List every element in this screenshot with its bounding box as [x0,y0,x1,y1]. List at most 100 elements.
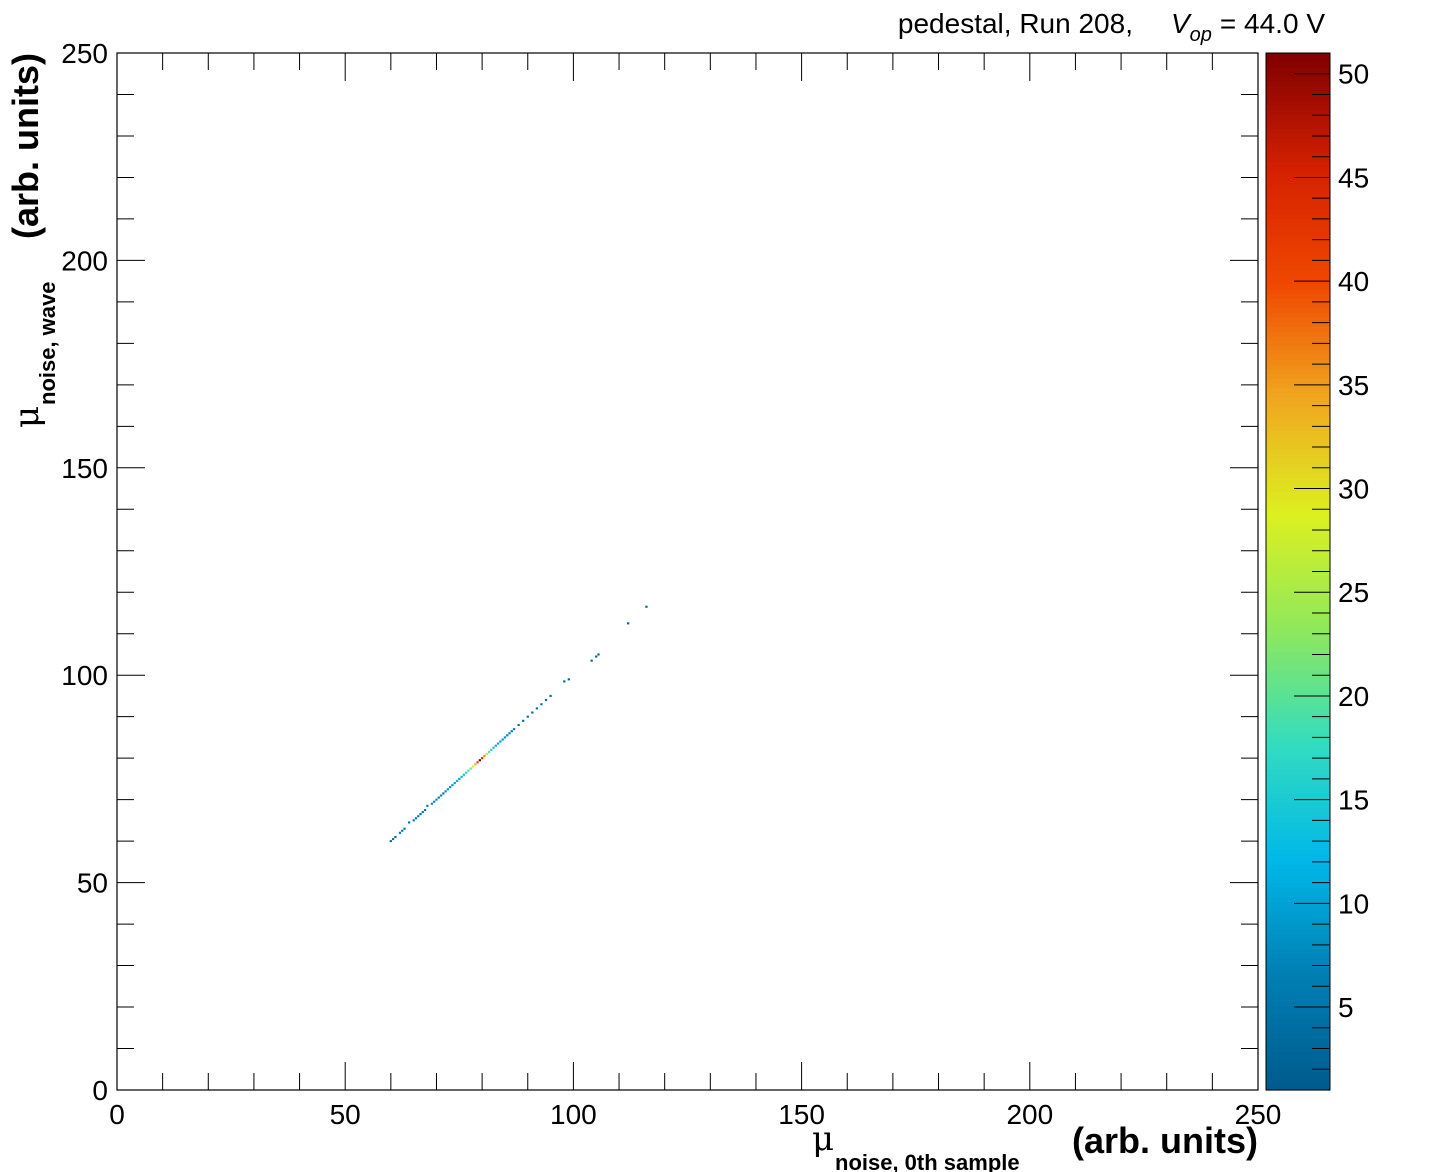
heatmap-bin [407,821,411,824]
colorbar-band [1266,76,1330,82]
colorbar-band [1266,137,1330,144]
colorbar-band [1266,915,1330,921]
colorbar-band [1266,208,1330,214]
colorbar-band [1266,566,1330,573]
heatmap-bin [419,813,422,816]
heatmap-bin [526,715,529,718]
heatmap-bin [485,752,488,756]
heatmap-bin [474,763,477,766]
colorbar-band [1266,769,1330,775]
colorbar-band [1266,326,1330,332]
y-axis-label: μ noise, wave (arb. units) [5,53,60,428]
heatmap-bin [496,742,500,745]
colorbar-band [1266,274,1330,280]
colorbar-band [1266,991,1330,997]
heatmap-bin [412,819,415,822]
colorbar-band [1266,100,1330,106]
colorbar-band [1266,585,1330,591]
colorbar-band [1266,359,1330,365]
y-tick-label: 0 [92,1075,108,1106]
colorbar-band [1266,156,1330,163]
colorbar-band [1266,373,1330,379]
colorbar-band [1266,420,1330,426]
colorbar-band [1266,349,1330,356]
colorbar-band [1266,929,1330,936]
colorbar-band [1266,844,1330,851]
colorbar-band [1266,194,1330,200]
colorbar-band [1266,901,1330,907]
colorbar-band [1266,811,1330,818]
colorbar-band [1266,392,1330,398]
colorbar-band [1266,590,1330,596]
chart-title: pedestal, Run 208, Vop = 44.0 V [898,8,1325,46]
colorbar-band [1266,387,1330,393]
colorbar-band [1266,180,1330,186]
colorbar-band [1266,293,1330,299]
colorbar-band [1266,632,1330,639]
colorbar-band [1266,802,1330,808]
colorbar-band [1266,538,1330,544]
colorbar-band [1266,628,1330,634]
colorbar-band [1266,788,1330,794]
colorbar-band [1266,877,1330,884]
colorbar-band [1266,114,1330,120]
heatmap-bin [627,622,630,625]
colorbar-band [1266,1075,1330,1082]
colorbar-band [1266,863,1330,870]
colorbar-band [1266,547,1330,554]
heatmap-bin [444,790,447,793]
colorbar-band [1266,439,1330,445]
colorbar-band [1266,646,1330,653]
colorbar-band [1266,307,1330,313]
colorbar-band [1266,133,1330,139]
heatmap-bin [544,699,548,702]
colorbar-band [1266,415,1330,422]
heatmap-bin [597,653,600,656]
heatmap-bin [645,605,648,608]
colorbar-band [1266,444,1330,450]
colorbar-band [1266,934,1330,940]
colorbar-band [1266,170,1330,177]
colorbar-band [1266,166,1330,172]
colorbar-band [1266,118,1330,125]
colorbar-band [1266,599,1330,606]
colorbar-band [1266,302,1330,309]
colorbar-band [1266,840,1330,846]
heatmap-bin [480,757,484,760]
colorbar-band [1266,90,1330,97]
colorbar-band [1266,981,1330,987]
heatmap-bin [549,694,552,697]
colorbar-band [1266,1014,1330,1020]
y-tick-label: 200 [61,245,108,276]
heatmap-bin [531,711,534,714]
y-axis-subscript: noise, wave [35,281,60,405]
colorbar-band [1266,830,1330,837]
colorbar-tick-label: 40 [1338,266,1369,297]
colorbar-band [1266,222,1330,228]
heatmap-bin [458,777,461,780]
colorbar-band [1266,887,1330,893]
colorbar-tick-label: 45 [1338,162,1369,193]
colorbar-band [1266,623,1330,629]
colorbar-band [1266,406,1330,412]
colorbar-band [1266,345,1330,351]
colorbar-band [1266,694,1330,700]
colorbar-band [1266,514,1330,521]
colorbar-band [1266,397,1330,403]
colorbar-band [1266,910,1330,917]
colorbar-band [1266,1057,1330,1063]
colorbar-band [1266,425,1330,431]
heatmap-bin [540,703,543,706]
heatmap-bin [494,744,497,747]
colorbar-band [1266,849,1330,855]
colorbar-band [1266,967,1330,973]
colorbar-band [1266,1061,1330,1068]
colorbar-band [1266,53,1330,59]
colorbar-band [1266,203,1330,210]
colorbar-tick-label: 50 [1338,59,1369,90]
colorbar-band [1266,1047,1330,1053]
colorbar-band [1266,486,1330,492]
heatmap-bin [426,804,429,807]
colorbar-band [1266,1033,1330,1039]
